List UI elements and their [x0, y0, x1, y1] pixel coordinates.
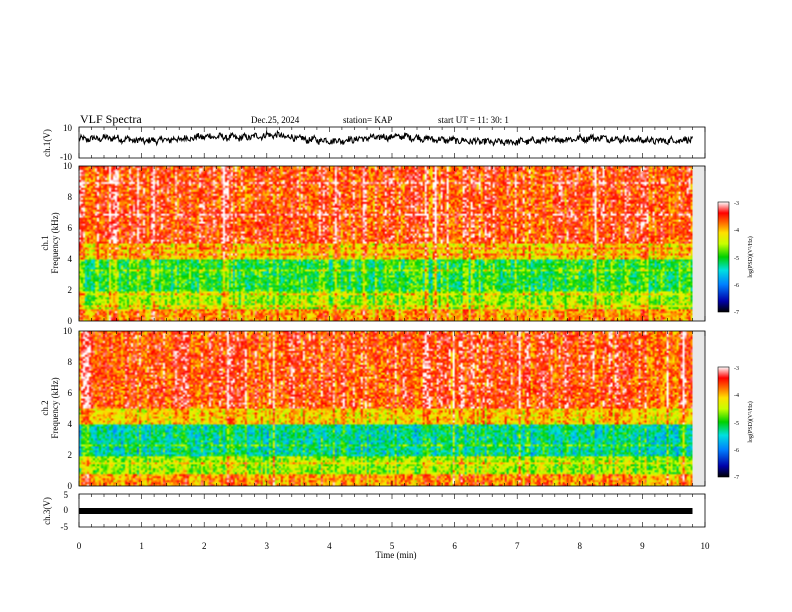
ch2-cb-tick-m7: -7 [734, 475, 739, 481]
ch1-freq-tick-10: 10 [63, 161, 73, 171]
ch2-colorbar-label: log(PSD)(V²/Hz) [747, 401, 754, 442]
ch1-cb-tick-m3: -3 [734, 201, 739, 207]
ch1-freq-tick-4: 4 [68, 254, 73, 264]
time-tick-label: 2 [202, 541, 207, 551]
ch2-spectrogram-ylabel-channel: ch.2 [40, 400, 50, 415]
ch2-cb-tick-m3: -3 [734, 366, 739, 372]
ch2-spectrogram-yticks: 0 2 4 6 8 10 [63, 326, 73, 491]
ch2-spectrogram-ylabel-frequency: Frequency (kHz) [50, 377, 60, 438]
ch2-freq-tick-10: 10 [63, 326, 73, 336]
ch1-freq-tick-2: 2 [68, 285, 73, 295]
header-date: Dec.25, 2024 [251, 115, 300, 125]
ch2-colorbar: -3 -4 -5 -6 -7 log(PSD)(V²/Hz) [717, 366, 754, 481]
time-tick-label: 1 [139, 541, 144, 551]
ch1-ytick-bottom: -10 [60, 152, 72, 162]
time-tick-label: 10 [701, 541, 711, 551]
ch2-spectrogram-panel: 0 2 4 6 8 10 ch.2 Frequency (kHz) [40, 326, 706, 491]
ch1-spectrogram-ylabel-channel: ch.1 [40, 235, 50, 250]
time-tick-label: 8 [578, 541, 583, 551]
time-tick-label: 7 [515, 541, 520, 551]
ch2-freq-tick-4: 4 [68, 419, 73, 429]
ch1-waveform-line [78, 129, 694, 147]
ch2-cb-tick-m4: -4 [734, 393, 739, 399]
ch3-ytick-top: 5 [64, 490, 69, 500]
ch1-spectrogram-image [79, 166, 693, 321]
ch2-colorbar-scale [717, 366, 730, 478]
ch1-cb-tick-m7: -7 [734, 310, 739, 316]
ch1-freq-tick-6: 6 [68, 223, 73, 233]
header-station: station= KAP [343, 115, 392, 125]
ch1-freq-tick-8: 8 [68, 192, 73, 202]
time-axis-ticklabels: 0 1 2 3 4 5 6 7 8 9 10 [77, 541, 710, 551]
header-start-time: start UT = 11: 30: 1 [438, 115, 509, 125]
ch3-waveform-trace [79, 508, 693, 514]
time-tick-label: 3 [265, 541, 270, 551]
ch1-spectrogram-ylabel-frequency: Frequency (kHz) [50, 212, 60, 273]
figure-title: VLF Spectra [80, 112, 142, 126]
ch3-ylabel: ch.3(V) [42, 497, 52, 525]
ch2-freq-tick-2: 2 [68, 450, 73, 460]
ch3-ytick-bottom: -5 [61, 522, 69, 532]
ch1-cb-tick-m5: -5 [734, 256, 739, 262]
time-tick-label: 4 [327, 541, 332, 551]
ch2-freq-tick-0: 0 [68, 481, 73, 491]
ch1-spectrogram-panel: 0 2 4 6 8 10 ch.1 Frequency (kHz) [40, 161, 706, 326]
time-tick-label: 0 [77, 541, 82, 551]
time-tick-label: 6 [452, 541, 457, 551]
ch1-ylabel: ch.1(V) [42, 129, 52, 157]
ch2-freq-tick-6: 6 [68, 388, 73, 398]
ch1-colorbar-scale [717, 201, 730, 313]
ch1-cb-tick-m6: -6 [734, 283, 739, 289]
ch2-freq-tick-8: 8 [68, 357, 73, 367]
ch2-cb-tick-m5: -5 [734, 421, 739, 427]
time-tick-label: 5 [390, 541, 395, 551]
ch1-colorbar-label: log(PSD)(V²/Hz) [747, 236, 754, 277]
time-tick-marks [78, 127, 706, 527]
ch1-colorbar: -3 -4 -5 -6 -7 log(PSD)(V²/Hz) [717, 201, 754, 316]
ch1-freq-tick-0: 0 [68, 316, 73, 326]
ch1-ytick-top: 10 [63, 123, 73, 133]
ch3-ytick-mid: 0 [64, 505, 69, 515]
ch1-cb-tick-m4: -4 [734, 228, 739, 234]
time-tick-label: 9 [640, 541, 645, 551]
time-axis-label: Time (min) [376, 550, 417, 560]
ch2-cb-tick-m6: -6 [734, 448, 739, 454]
tick-marks-path [78, 127, 706, 527]
ch2-spectrogram-image [79, 331, 693, 486]
ch1-spectrogram-yticks: 0 2 4 6 8 10 [63, 161, 73, 326]
